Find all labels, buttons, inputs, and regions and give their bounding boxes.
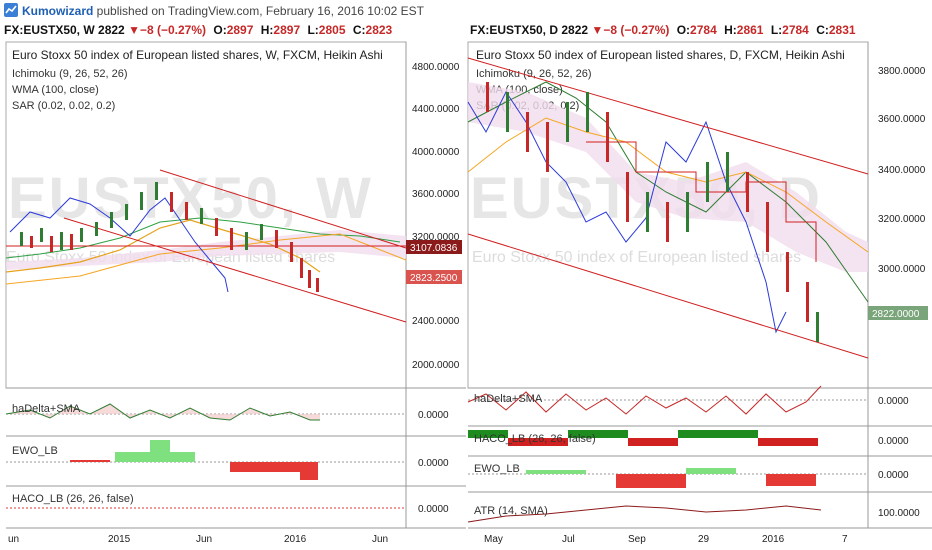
indicator-sar[interactable]: SAR (0.02, 0.02, 0.2) bbox=[12, 100, 115, 112]
indicator-haco[interactable]: HACO_LB (26, 26, false) bbox=[474, 433, 596, 445]
ewo-histogram bbox=[70, 440, 318, 480]
price-axis[interactable]: 4800.0000 4400.0000 4000.0000 3600.0000 … bbox=[412, 62, 460, 371]
last-price-label: 2822.0000 bbox=[872, 309, 920, 320]
last-price-tag bbox=[406, 270, 462, 284]
symbol-watermark: EUSTX50, W bbox=[8, 166, 373, 231]
low-value: 2805 bbox=[318, 23, 346, 37]
tradingview-logo-icon bbox=[4, 3, 18, 17]
time-axis[interactable]: May Jul Sep 29 2016 7 bbox=[484, 534, 848, 545]
last-price: 2822 bbox=[98, 23, 125, 37]
open-value: 2897 bbox=[226, 23, 254, 37]
haco-value: 0.0000 bbox=[418, 504, 449, 515]
time-tick: May bbox=[484, 534, 503, 545]
publish-info: Kumowizard published on TradingView.com,… bbox=[22, 4, 424, 18]
price-tick: 3400.0000 bbox=[878, 165, 926, 176]
close-value: 2823 bbox=[365, 23, 393, 37]
time-tick: 2016 bbox=[284, 534, 307, 545]
weekly-quote-bar: FX:EUSTX50, W 2822 ▼−8 (−0.27%) O:2897 H… bbox=[4, 23, 393, 37]
down-arrow-icon: ▼ bbox=[128, 23, 140, 37]
daily-chart-panel[interactable]: FX:EUSTX50, D 2822 ▼−8 (−0.27%) O:2784 H… bbox=[466, 22, 932, 550]
time-tick: Sep bbox=[628, 534, 646, 545]
price-tick: 3600.0000 bbox=[412, 189, 460, 200]
close-value: 2831 bbox=[828, 23, 856, 37]
indicator-hadelta[interactable]: haDelta+SMA bbox=[12, 403, 81, 415]
ewo-histogram bbox=[526, 468, 816, 488]
price-tick: 2400.0000 bbox=[412, 316, 460, 327]
indicator-ewo[interactable]: EWO_LB bbox=[474, 463, 520, 475]
time-tick: Jun bbox=[196, 534, 212, 545]
indicator-haco[interactable]: HACO_LB (26, 26, false) bbox=[12, 493, 134, 505]
ewo-value: 0.0000 bbox=[878, 470, 909, 481]
publish-header: Kumowizard published on TradingView.com,… bbox=[0, 0, 932, 22]
price-tick: 3000.0000 bbox=[878, 264, 926, 275]
time-tick: Jun bbox=[372, 534, 388, 545]
ewo-value: 0.0000 bbox=[418, 458, 449, 469]
indicator-ichimoku[interactable]: Ichimoku (9, 26, 52, 26) bbox=[476, 68, 592, 80]
chart-title: Euro Stoxx 50 index of European listed s… bbox=[12, 48, 383, 62]
weekly-chart-panel[interactable]: FX:EUSTX50, W 2822 ▼−8 (−0.27%) O:2897 H… bbox=[0, 22, 466, 550]
haco-bars bbox=[468, 430, 818, 446]
price-tick: 2000.0000 bbox=[412, 360, 460, 371]
time-tick: un bbox=[8, 534, 19, 545]
last-price-label: 2823.2500 bbox=[410, 273, 458, 284]
price-change: −8 (−0.27%) bbox=[603, 23, 670, 37]
hadelta-value: 0.0000 bbox=[878, 396, 909, 407]
symbol-label[interactable]: FX:EUSTX50, D bbox=[470, 23, 559, 37]
price-tick: 4800.0000 bbox=[412, 62, 460, 73]
down-arrow-icon: ▼ bbox=[591, 23, 604, 37]
publish-text: published on TradingView.com, February 1… bbox=[93, 4, 424, 18]
atr-value: 100.0000 bbox=[878, 508, 920, 519]
time-tick: 2015 bbox=[108, 534, 131, 545]
price-tick: 3800.0000 bbox=[878, 66, 926, 77]
price-tick: 3200.0000 bbox=[412, 232, 460, 243]
author-link[interactable]: Kumowizard bbox=[22, 4, 94, 18]
price-tick: 3600.0000 bbox=[878, 114, 926, 125]
chart-title: Euro Stoxx 50 index of European listed s… bbox=[476, 48, 845, 62]
high-value: 2897 bbox=[273, 23, 301, 37]
high-value: 2861 bbox=[736, 23, 764, 37]
indicator-ewo[interactable]: EWO_LB bbox=[12, 445, 58, 457]
hadelta-value: 0.0000 bbox=[418, 410, 449, 421]
haco-value: 0.0000 bbox=[878, 436, 909, 447]
price-change: −8 (−0.27%) bbox=[139, 23, 207, 37]
resistance-price-label: 3107.0836 bbox=[410, 243, 458, 254]
low-value: 2784 bbox=[782, 23, 809, 37]
last-price: 2822 bbox=[561, 23, 589, 37]
time-tick: 29 bbox=[698, 534, 710, 545]
time-tick: Jul bbox=[562, 534, 575, 545]
symbol-label[interactable]: FX:EUSTX50, W bbox=[4, 23, 95, 37]
price-axis[interactable]: 3800.0000 3600.0000 3400.0000 3200.0000 … bbox=[878, 66, 926, 275]
description-watermark: Euro Stoxx 50 index of European listed s… bbox=[472, 249, 801, 266]
heikin-ashi-candles bbox=[486, 82, 819, 342]
resistance-price-tag bbox=[406, 240, 462, 254]
heikin-ashi-candles bbox=[20, 182, 319, 292]
daily-quote-bar: FX:EUSTX50, D 2822 ▼−8 (−0.27%) O:2784 H… bbox=[470, 23, 856, 37]
time-tick: 2016 bbox=[762, 534, 785, 545]
indicator-atr[interactable]: ATR (14, SMA) bbox=[474, 505, 548, 517]
price-tick: 4400.0000 bbox=[412, 104, 460, 115]
open-value: 2784 bbox=[690, 23, 717, 37]
indicator-ichimoku[interactable]: Ichimoku (9, 26, 52, 26) bbox=[12, 68, 128, 80]
time-tick: 7 bbox=[842, 534, 848, 545]
time-axis[interactable]: un 2015 Jun 2016 Jun bbox=[8, 534, 388, 545]
price-tick: 4000.0000 bbox=[412, 147, 460, 158]
last-price-tag bbox=[868, 306, 928, 320]
weekly-chart-canvas[interactable]: EUSTX50, W Euro Stoxx 50 index of Europe… bbox=[0, 22, 466, 550]
indicator-hadelta[interactable]: haDelta+SMA bbox=[474, 393, 543, 405]
price-tick: 3200.0000 bbox=[878, 214, 926, 225]
daily-chart-canvas[interactable]: EUSTX50, D Euro Stoxx 50 index of Europe… bbox=[466, 22, 932, 550]
indicator-wma[interactable]: WMA (100, close) bbox=[12, 84, 99, 96]
